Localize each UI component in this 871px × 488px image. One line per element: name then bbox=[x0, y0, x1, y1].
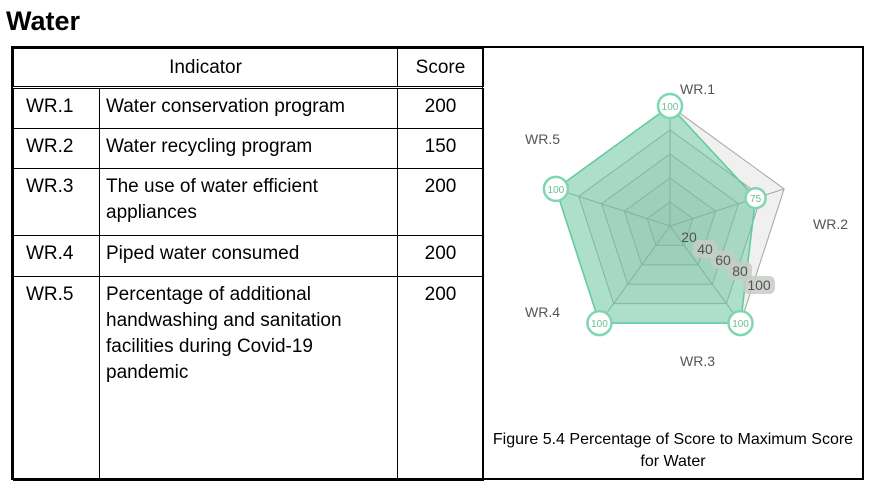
tick-label-bg bbox=[693, 240, 717, 258]
tick-label: 100 bbox=[747, 277, 771, 293]
row-score: 200 bbox=[397, 168, 484, 236]
tick-label: 20 bbox=[681, 229, 697, 245]
axis-label: WR.2 bbox=[813, 216, 848, 232]
row-name: Water recycling program bbox=[99, 128, 398, 169]
data-point-badge bbox=[744, 186, 767, 210]
data-point-label: 75 bbox=[750, 194, 762, 205]
tick-label: 60 bbox=[715, 252, 731, 268]
data-point-label: 100 bbox=[591, 319, 608, 330]
section-title: Water bbox=[6, 6, 81, 36]
tick-label: 80 bbox=[732, 263, 748, 279]
row-score: 150 bbox=[397, 128, 484, 169]
axis-spoke bbox=[669, 225, 741, 324]
row-name: Piped water consumed bbox=[99, 235, 398, 277]
figure-cell: 20 40 60 80 100 WR.1 WR.2 WR.3 WR.4 WR.5 100 75 100 1… bbox=[482, 48, 863, 478]
radar-chart: 20406080100WR.1WR.2WR.3WR.4WR.5100751001… bbox=[525, 81, 848, 369]
row-score: 200 bbox=[397, 276, 484, 481]
row-score: 200 bbox=[397, 87, 484, 129]
tick-label-bg bbox=[743, 276, 775, 294]
data-point-label: 100 bbox=[548, 185, 565, 196]
row-code: WR.2 bbox=[13, 128, 100, 169]
table-row: WR.4 Piped water consumed 200 bbox=[13, 235, 484, 277]
data-point-badge bbox=[542, 175, 570, 203]
table-header-row: Indicator Score bbox=[13, 48, 484, 89]
row-code: WR.4 bbox=[13, 235, 100, 277]
data-point-badge bbox=[727, 309, 754, 337]
data-point-label: 100 bbox=[732, 319, 749, 330]
header-score: Score bbox=[397, 48, 484, 89]
table-row: WR.1 Water conservation program 200 bbox=[13, 87, 484, 129]
data-series-area bbox=[554, 105, 757, 324]
axis-label: WR.3 bbox=[680, 353, 715, 369]
axis-label: WR.4 bbox=[525, 304, 560, 320]
table-row: WR.2 Water recycling program 150 bbox=[13, 128, 484, 169]
data-point-badge bbox=[656, 92, 684, 120]
row-code: WR.3 bbox=[13, 168, 100, 236]
row-name: Water conservation program bbox=[99, 87, 398, 129]
data-point-label: 100 bbox=[662, 102, 679, 113]
axis-spoke bbox=[555, 188, 671, 227]
table-row: WR.3 The use of water efficient applianc… bbox=[13, 168, 484, 236]
axis-label: WR.1 bbox=[680, 81, 715, 97]
header-indicator: Indicator bbox=[13, 48, 398, 89]
tick-label-bg bbox=[728, 262, 752, 280]
row-name: The use of water efficient appliances bbox=[99, 168, 398, 236]
indicator-table: Indicator Score WR.1 Water conservation … bbox=[13, 48, 484, 481]
table-row: WR.5 Percentage of additional handwashin… bbox=[13, 276, 484, 481]
data-point-badge bbox=[586, 309, 613, 337]
tick-label: 40 bbox=[697, 241, 713, 257]
row-code: WR.5 bbox=[13, 276, 100, 481]
axis-label: WR.5 bbox=[525, 131, 560, 147]
axis-spoke bbox=[599, 225, 671, 324]
figure-caption: Figure 5.4 Percentage of Score to Maximu… bbox=[492, 431, 854, 470]
row-score: 200 bbox=[397, 235, 484, 277]
row-code: WR.1 bbox=[13, 87, 100, 129]
tick-label-bg bbox=[711, 251, 735, 269]
row-name: Percentage of additional handwashing and… bbox=[99, 276, 398, 481]
